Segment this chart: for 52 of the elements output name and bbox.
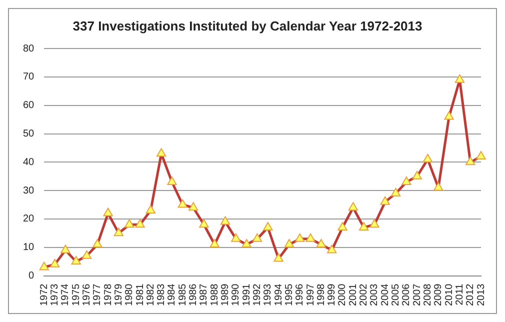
x-tick-label: 1989	[220, 283, 232, 306]
x-tick-label: 1980	[124, 283, 136, 306]
x-tick-label: 2012	[465, 283, 476, 306]
y-tick-label: 10	[23, 242, 35, 254]
x-tick-label: 1974	[60, 283, 72, 306]
x-tick-label: 1978	[102, 283, 114, 306]
x-tick-label: 1988	[209, 283, 220, 306]
x-tick-label: 2001	[348, 283, 359, 306]
x-tick-label: 1981	[134, 283, 146, 306]
x-tick-label: 2006	[401, 283, 412, 306]
x-tick-label: 1985	[177, 283, 188, 306]
x-tick-label: 1986	[188, 283, 200, 306]
x-tick-label: 2009	[433, 283, 444, 306]
x-tick-label: 1987	[198, 283, 210, 306]
x-tick-label: 2013	[476, 283, 487, 306]
x-tick-label: 2003	[369, 283, 380, 306]
y-tick-label: 30	[23, 185, 35, 196]
x-tick-label: 1975	[70, 283, 82, 306]
x-tick-label: 1990	[230, 283, 242, 306]
x-tick-label: 2005	[390, 283, 402, 306]
chart-title: 337 Investigations Instituted by Calendar Year 1972-2013	[72, 18, 422, 34]
x-tick-label: 2002	[358, 283, 370, 306]
x-tick-label: 1973	[50, 283, 61, 306]
y-tick-label: 80	[23, 43, 35, 54]
x-tick-label: 1997	[305, 283, 316, 306]
x-tick-label: 2010	[444, 283, 455, 306]
x-tick-label: 1996	[294, 283, 306, 306]
x-tick-label: 1982	[145, 283, 156, 306]
x-tick-label: 1979	[113, 283, 124, 306]
x-tick-label: 1999	[326, 283, 338, 306]
x-tick-label: 1976	[81, 283, 92, 306]
x-tick-label: 1994	[273, 283, 284, 306]
x-tick-label: 1992	[252, 283, 263, 306]
y-tick-label: 60	[23, 100, 35, 112]
x-tick-label: 1972	[38, 283, 50, 306]
x-tick-label: 1977	[92, 283, 104, 306]
x-tick-label: 1993	[262, 283, 274, 306]
x-tick-label: 1995	[284, 283, 295, 306]
x-tick-label: 1983	[156, 283, 168, 306]
x-tick-label: 2000	[337, 283, 348, 306]
x-tick-label: 1984	[166, 283, 178, 306]
y-tick-label: 70	[23, 72, 35, 83]
x-tick-label: 2004	[380, 283, 391, 306]
y-tick-label: 0	[28, 270, 35, 282]
y-tick-label: 20	[23, 214, 35, 225]
x-tick-label: 1998	[316, 283, 327, 306]
x-tick-label: 2008	[422, 283, 434, 306]
x-tick-label: 1991	[241, 283, 252, 306]
x-tick-label: 2011	[454, 283, 466, 306]
y-tick-label: 50	[23, 128, 35, 140]
y-tick-label: 40	[23, 156, 35, 168]
x-tick-label: 2007	[412, 283, 423, 306]
